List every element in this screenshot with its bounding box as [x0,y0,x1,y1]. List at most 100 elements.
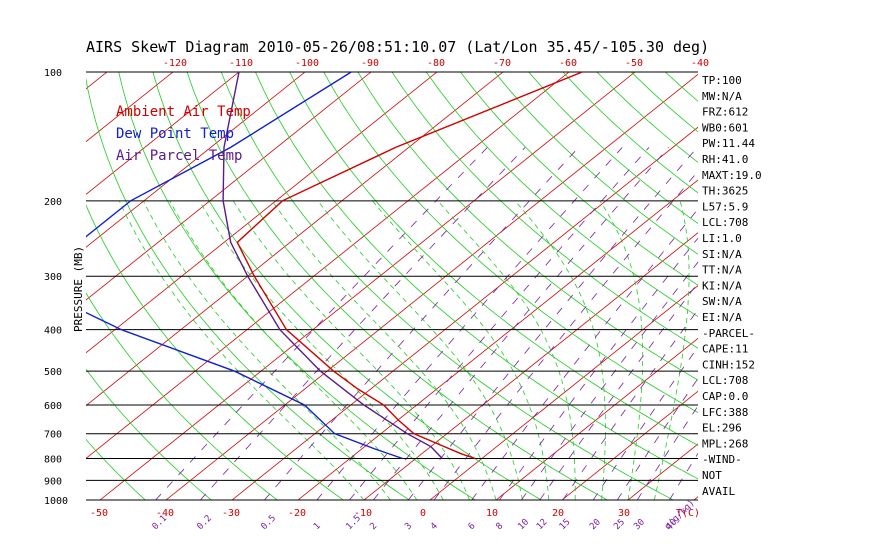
legend: Ambient Air Temp Dew Point Temp Air Parc… [116,104,251,164]
moist-adiabat-line [372,200,550,500]
stability-index-item: L57:5.9 [702,200,748,213]
stability-index-item: MW:N/A [702,90,742,103]
top-temp-tick-label: -90 [361,58,379,69]
mixing-ratio-line [499,237,698,500]
stability-indices: TP:100 MW:N/A FRZ:612 WB0:601 PW:11.44 RH:41.… [702,74,762,498]
stability-index-item: SW:N/A [702,295,742,308]
parcel-temp-line [222,72,443,459]
mixing-ratio-tick-label: 2 [368,521,379,532]
stability-index-item: TH:3625 [702,185,748,198]
pressure-tick-label: 900 [44,476,62,487]
isotherm-line [99,72,636,500]
bottom-temp-tick-label: -30 [222,508,240,519]
isotherm-line [627,443,698,500]
bottom-temp-tick-label: 30 [618,508,630,519]
stability-index-item: LI:1.0 [702,232,742,245]
dry-adiabat-line [86,204,344,500]
isobar-layer [86,71,698,501]
stability-index-item: LCL:708 [702,216,748,229]
mixing-ratio-line [373,147,669,500]
isotherm-line [561,390,698,500]
stability-index-item: NOT [702,469,722,482]
top-temp-tick-label: -60 [559,58,577,69]
bottom-temp-tick-label: -10 [354,508,372,519]
mixing-ratio-line [562,309,698,500]
legend-dewpoint: Dew Point Temp [116,126,234,142]
mixing-ratio-tick-label: 0.5 [259,514,278,533]
stability-index-item: KI:N/A [702,279,742,292]
legend-parcel: Air Parcel Temp [116,148,242,164]
pressure-tick-label: 1000 [44,496,68,507]
ambient-temp-line [236,72,583,460]
mixing-ratio-tick-label: 8 [494,521,505,532]
stability-index-item: AVAIL [702,485,735,498]
mixing-ratio-tick-label: 12 [535,517,550,532]
isotherm-line [760,72,870,500]
mixing-ratio-line [471,208,698,500]
stability-index-item: TP:100 [702,74,742,87]
bottom-temp-tick-label: -20 [288,508,306,519]
dry-adiabat-line [665,72,698,102]
dewpoint-temp-line [86,72,403,460]
moist-adiabat-line [232,200,470,500]
bottom-temp-tick-label: -40 [156,508,174,519]
isotherm-line [429,285,698,500]
top-temp-tick-label: -110 [229,58,253,69]
stability-index-item: -PARCEL- [702,327,755,340]
pressure-tick-label: 800 [44,455,62,466]
dry-adiabat-line [86,438,146,500]
mixing-ratio-tick-label: 0.2 [195,514,214,533]
legend-ambient: Ambient Air Temp [116,104,251,120]
pressure-tick-label: 100 [44,68,62,79]
pressure-tick-label: 200 [44,197,62,208]
pressure-tick-label: 500 [44,367,62,378]
stability-index-item: CINH:152 [702,358,755,371]
mixing-ratio-line [200,147,526,500]
mixing-ratio-line [349,147,650,500]
stability-index-item: -WIND- [702,453,742,466]
stability-index-item: EL:296 [702,422,742,435]
top-temp-tick-label: -80 [427,58,445,69]
dry-adiabat-line [86,292,278,500]
dry-adiabat-line [768,72,870,509]
chart-title: AIRS SkewT Diagram 2010-05-26/08:51:10.0… [86,38,709,56]
series-layer [86,72,583,460]
dry-adiabat-line [118,72,476,500]
mixing-ratio-tick-label: 30 [632,517,647,532]
bottom-temp-tick-label: 0 [420,508,426,519]
dry-adiabat-line [391,72,698,349]
mixing-ratio-line [407,147,698,500]
isotherm-line [86,72,306,248]
bottom-temp-tick-label: 20 [552,508,564,519]
dry-adiabat-line [289,72,698,446]
top-temp-tick-label: -120 [163,58,187,69]
mixing-ratio-tick-label: 4 [429,521,440,532]
mixing-ratio-tick-label: 15 [558,517,573,532]
isotherm-line [0,72,41,500]
isotherm-line [231,126,698,500]
top-temp-tick-label: -100 [295,58,319,69]
isotherm-line [86,72,240,195]
mixing-ratio-line [669,452,698,500]
moist-adiabat-line [514,200,606,500]
dry-adiabat-line [460,72,698,286]
mixing-ratio-tick-label: 1 [312,521,323,532]
pressure-tick-label: 400 [44,326,62,337]
stability-index-item: TT:N/A [702,264,742,277]
y-axis-label: PRESSURE (MB) [72,246,85,332]
dry-adiabat-line [186,72,609,500]
dry-adiabat-line [323,72,698,413]
bottom-temp-tick-label: 10 [486,508,498,519]
isotherm-line [165,73,698,500]
stability-index-item: FRZ:612 [702,106,748,119]
stability-index-item: CAPE:11 [702,343,748,356]
pressure-tick-label: 600 [44,401,62,412]
moist-adiabat-line [271,200,497,500]
mixing-ratio-line [264,147,579,500]
mixing-ratio-tick-label: 3 [403,521,414,532]
moist-adiabat-line [654,200,690,500]
pressure-tick-label: 300 [44,272,62,283]
dry-adiabat-line [86,77,410,500]
dry-adiabat-line [255,72,698,480]
